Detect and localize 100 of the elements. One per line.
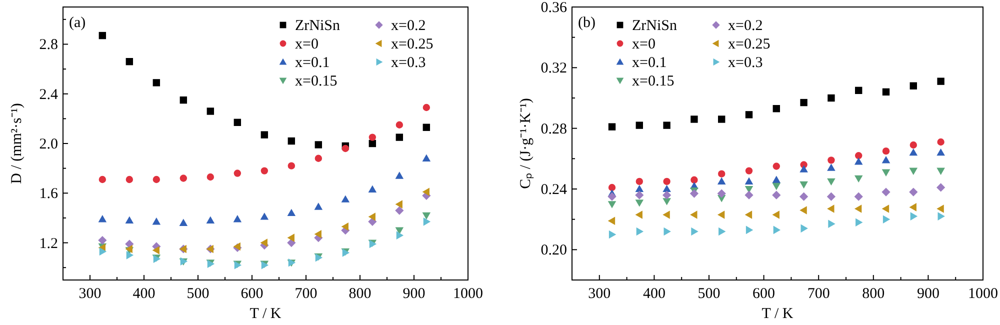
point (662, 210, 670, 219)
legend-label: x=0.2 (391, 18, 426, 34)
x-tick-label: 600 (752, 286, 776, 302)
point (608, 230, 616, 239)
point (126, 176, 134, 184)
point (936, 183, 946, 192)
point (717, 210, 725, 219)
point (662, 198, 671, 206)
y-axis-title: D / (mm²·s⁻¹) (9, 103, 25, 184)
x-axis-title: T / K (762, 306, 794, 322)
point (287, 234, 294, 242)
point (773, 226, 781, 234)
point (635, 190, 644, 200)
point (744, 177, 754, 184)
y-tick-label: 0.28 (540, 121, 567, 138)
point (152, 218, 161, 225)
point (179, 218, 188, 226)
point (422, 104, 430, 112)
point (422, 212, 431, 220)
legend-label: x=0.15 (295, 74, 338, 90)
point (260, 131, 268, 138)
point (746, 226, 754, 234)
point (98, 32, 106, 40)
point (910, 212, 918, 220)
point (690, 210, 698, 219)
legend-label: ZrNiSn (632, 18, 678, 34)
point (635, 210, 642, 219)
point (314, 202, 323, 210)
x-tick-label: 500 (186, 286, 210, 302)
y-tick-label: 2.0 (39, 136, 58, 152)
point (260, 238, 268, 247)
x-tick-label: 600 (240, 286, 264, 302)
y-tick-label: 2.8 (39, 37, 58, 54)
x-tick-label: 800 (348, 286, 372, 302)
legend-label: x=0 (632, 36, 656, 52)
point (772, 190, 781, 200)
point (206, 173, 214, 181)
point (288, 137, 296, 145)
point (800, 224, 808, 233)
point (98, 236, 107, 245)
point (690, 176, 698, 184)
point (717, 189, 726, 198)
point (341, 195, 350, 202)
point (718, 170, 726, 178)
y-tick-label: 1.6 (39, 186, 58, 202)
point (341, 222, 348, 231)
point (936, 148, 945, 156)
legend-label: x=0.25 (391, 36, 434, 52)
point (800, 165, 808, 172)
point (690, 189, 699, 198)
legend-label: x=0.1 (295, 55, 330, 71)
point (772, 105, 780, 112)
point (910, 141, 918, 149)
point (99, 247, 107, 256)
point (800, 181, 808, 189)
point (662, 184, 671, 192)
x-tick-label: 300 (78, 286, 102, 302)
point (882, 147, 890, 155)
point (691, 227, 698, 236)
annotation: (b) (578, 15, 596, 31)
x-tick-label: 400 (642, 286, 666, 302)
annotation: (a) (69, 15, 86, 31)
point (608, 192, 616, 201)
point (855, 152, 862, 160)
point (125, 216, 134, 224)
legend-label: x=0.3 (391, 55, 426, 71)
point (718, 227, 726, 236)
point (909, 188, 918, 196)
point (396, 231, 404, 240)
point (152, 176, 160, 184)
point (422, 124, 430, 131)
x-axis-title: T / K (250, 306, 282, 322)
point (772, 210, 780, 219)
point (854, 175, 863, 183)
point (206, 108, 214, 115)
point (662, 190, 672, 200)
point (635, 184, 644, 192)
point (854, 204, 862, 213)
point (180, 174, 188, 182)
point (799, 192, 808, 201)
point (936, 168, 945, 175)
point (882, 215, 890, 224)
point (608, 216, 616, 225)
point (314, 154, 322, 162)
x-tick-label: 700 (294, 286, 318, 302)
point (126, 251, 134, 260)
point (314, 141, 322, 148)
point (98, 176, 106, 184)
point (826, 192, 836, 201)
point (260, 167, 268, 174)
point (828, 156, 835, 164)
point (717, 177, 726, 184)
point (233, 215, 242, 222)
x-tick-label: 700 (807, 286, 830, 302)
point (855, 86, 862, 94)
y-tick-label: 1.2 (39, 236, 58, 252)
point (827, 204, 834, 213)
point (882, 88, 890, 96)
point (909, 148, 918, 156)
point (909, 168, 918, 175)
